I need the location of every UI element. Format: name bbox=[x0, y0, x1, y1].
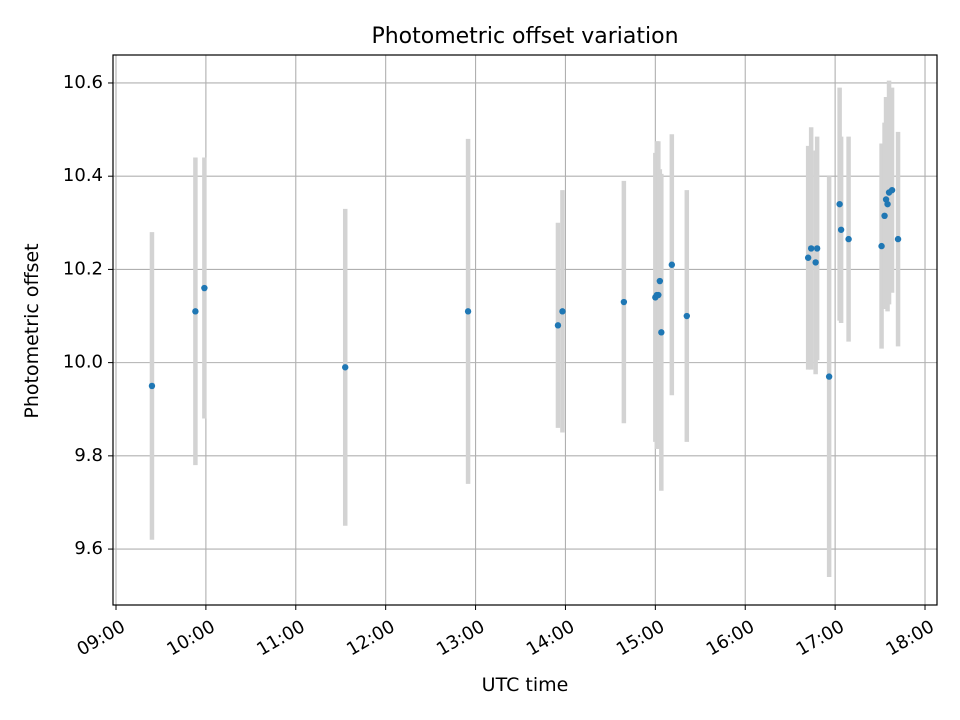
data-point bbox=[342, 364, 349, 371]
data-point bbox=[836, 200, 843, 208]
data-point bbox=[837, 226, 845, 233]
data-point bbox=[148, 382, 156, 390]
data-point bbox=[655, 291, 662, 299]
data-point bbox=[668, 261, 676, 268]
chart-title: Photometric offset variation bbox=[371, 24, 678, 49]
data-point bbox=[201, 284, 208, 292]
data-point bbox=[656, 277, 664, 285]
data-point bbox=[845, 235, 852, 243]
data-point bbox=[825, 373, 833, 380]
y-tick-label: 10.2 bbox=[63, 258, 103, 279]
data-point bbox=[620, 298, 628, 306]
y-axis-label: Photometric offset bbox=[21, 243, 43, 418]
x-axis-label: UTC time bbox=[482, 674, 569, 696]
data-point bbox=[813, 245, 821, 252]
y-tick-label: 10.4 bbox=[63, 165, 103, 186]
data-point bbox=[192, 308, 199, 315]
data-point bbox=[559, 308, 566, 315]
data-point bbox=[884, 200, 891, 208]
data-point bbox=[554, 322, 562, 329]
data-point bbox=[894, 235, 902, 243]
data-point bbox=[683, 312, 691, 320]
gridlines bbox=[113, 55, 937, 605]
data-point bbox=[804, 254, 812, 261]
y-tick-label: 10.0 bbox=[63, 352, 103, 373]
y-tick-label: 10.6 bbox=[63, 72, 103, 93]
data-point bbox=[464, 308, 472, 315]
data-point bbox=[878, 242, 885, 250]
data-point bbox=[881, 212, 888, 220]
plot-area-frame bbox=[112, 54, 938, 606]
data-point bbox=[807, 245, 815, 252]
data-point bbox=[888, 186, 896, 194]
data-point bbox=[812, 259, 819, 266]
data-point bbox=[658, 329, 665, 336]
y-tick-label: 9.8 bbox=[74, 445, 103, 466]
data-points bbox=[148, 186, 902, 390]
y-tick-label: 9.6 bbox=[74, 538, 103, 559]
